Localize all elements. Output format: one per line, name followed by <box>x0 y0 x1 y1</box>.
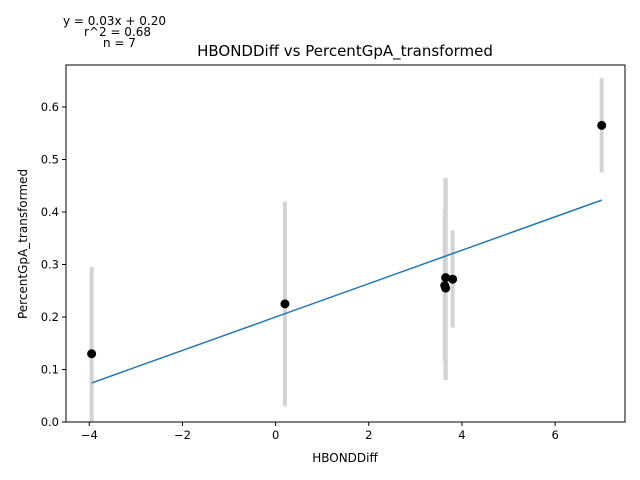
data-point-1 <box>280 299 290 309</box>
equation-annotation: y = 0.03x + 0.20 <box>63 14 166 28</box>
plot-frame <box>65 64 626 423</box>
fit-line-group <box>91 199 602 384</box>
y-tick-label-4: 0.4 <box>41 205 59 219</box>
x-tick-label-4: 4 <box>458 428 465 442</box>
y-tick-label-0: 0.0 <box>41 415 59 429</box>
y-tick-label-1: 0.1 <box>41 363 59 377</box>
y-axis-ticks: 0.0 0.1 0.2 0.3 0.4 0.5 0.6 <box>41 100 66 429</box>
data-point-6 <box>597 120 607 130</box>
y-tick-label-3: 0.3 <box>41 258 59 272</box>
chart-title: HBONDDiff vs PercentGpA_transformed <box>197 42 493 61</box>
errorbars-group <box>89 78 604 422</box>
data-point-0 <box>87 349 97 359</box>
n-annotation: n = 7 <box>103 36 136 50</box>
x-axis-ticks: −4 −2 0 2 4 6 <box>81 422 559 442</box>
points-group <box>87 120 607 359</box>
x-tick-label-1: −2 <box>174 428 191 442</box>
x-tick-label-5: 6 <box>551 428 558 442</box>
data-point-3 <box>441 283 451 293</box>
y-tick-label-5: 0.5 <box>41 153 59 167</box>
fit-line <box>91 199 602 384</box>
r-squared-annotation: r^2 = 0.68 <box>84 25 151 39</box>
data-point-5 <box>448 274 458 284</box>
y-tick-label-2: 0.2 <box>41 310 59 324</box>
x-tick-label-0: −4 <box>81 428 98 442</box>
x-axis-label: HBONDDiff <box>312 451 378 465</box>
x-tick-label-2: 0 <box>272 428 279 442</box>
data-point-4 <box>441 273 451 283</box>
y-axis-label: PercentGpA_transformed <box>16 169 30 319</box>
y-tick-label-6: 0.6 <box>41 100 59 114</box>
x-tick-label-3: 2 <box>365 428 372 442</box>
